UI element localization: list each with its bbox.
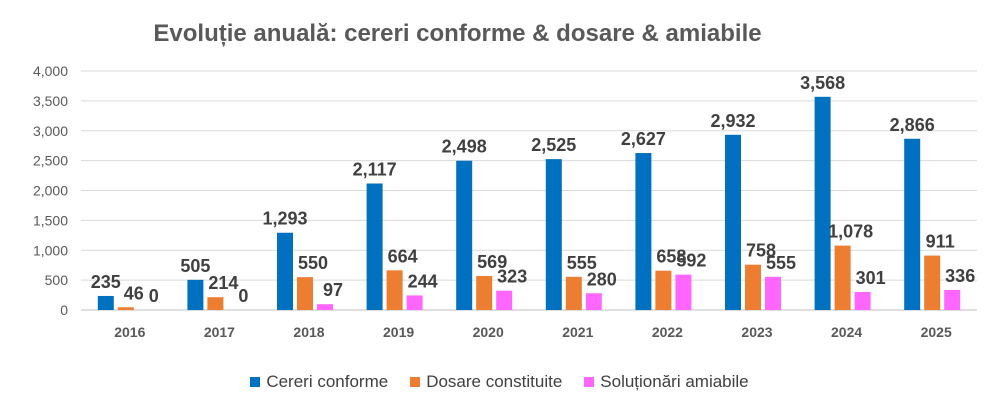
bar-cereri-conforme bbox=[904, 138, 921, 310]
bar-cereri-conforme bbox=[97, 295, 114, 310]
data-label: 2,117 bbox=[353, 160, 397, 180]
bar-dosare-constituite bbox=[117, 307, 134, 310]
y-tick-label: 2,500 bbox=[33, 153, 68, 169]
x-tick-label: 2019 bbox=[383, 324, 414, 340]
bar-dosare-constituite bbox=[834, 245, 851, 310]
data-label: 2,498 bbox=[442, 137, 487, 157]
data-label: 301 bbox=[856, 268, 886, 288]
x-tick-label: 2017 bbox=[204, 324, 235, 340]
legend-item: Dosare constituite bbox=[410, 372, 562, 392]
bar-solu-ion-ri-amiabile bbox=[675, 274, 692, 310]
data-label: 97 bbox=[323, 280, 343, 300]
legend-swatch bbox=[584, 377, 595, 387]
bar-dosare-constituite bbox=[745, 264, 761, 310]
legend-label: Dosare constituite bbox=[426, 372, 563, 391]
data-label: 1,293 bbox=[262, 209, 307, 229]
data-label: 2,866 bbox=[890, 115, 935, 135]
chart-title: Evoluție anuală: cereri conforme & dosar… bbox=[153, 20, 762, 47]
data-label: 280 bbox=[587, 269, 617, 289]
y-tick-label: 4,000 bbox=[33, 63, 68, 79]
x-tick-label: 2020 bbox=[473, 324, 504, 340]
data-label: 214 bbox=[208, 273, 238, 293]
data-label: 2,627 bbox=[621, 129, 666, 149]
bar-solu-ion-ri-amiabile bbox=[944, 289, 961, 310]
legend: Cereri conforme Dosare constituite Soluțio… bbox=[0, 372, 999, 392]
y-tick-label: 3,000 bbox=[33, 123, 68, 139]
x-tick-label: 2024 bbox=[831, 324, 862, 340]
data-label: 505 bbox=[180, 256, 210, 276]
data-label: 2,932 bbox=[710, 111, 755, 131]
bar-cereri-conforme bbox=[277, 232, 293, 310]
data-label: 555 bbox=[567, 253, 597, 273]
x-tick-label: 2025 bbox=[921, 324, 952, 340]
bar-cereri-conforme bbox=[725, 134, 741, 310]
bar-solu-ion-ri-amiabile bbox=[496, 290, 513, 310]
data-label: 569 bbox=[477, 252, 507, 272]
legend-swatch bbox=[250, 377, 261, 387]
data-label: 3,568 bbox=[800, 73, 845, 93]
bar-dosare-constituite bbox=[565, 276, 582, 310]
bar-cereri-conforme bbox=[456, 160, 473, 310]
data-label: 0 bbox=[149, 286, 159, 306]
data-label: 235 bbox=[91, 272, 121, 292]
bar-dosare-constituite bbox=[386, 270, 403, 310]
data-label: 658 bbox=[656, 247, 686, 267]
legend-swatch bbox=[410, 377, 421, 387]
bar-solu-ion-ri-amiabile bbox=[585, 293, 602, 310]
legend-item: Soluționări amiabile bbox=[584, 372, 749, 392]
y-tick-label: 3,500 bbox=[33, 93, 68, 109]
legend-item: Cereri conforme bbox=[250, 372, 388, 392]
bar-cereri-conforme bbox=[814, 96, 831, 310]
x-tick-label: 2016 bbox=[114, 324, 145, 340]
legend-label: Cereri conforme bbox=[266, 372, 389, 391]
data-label: 244 bbox=[408, 271, 438, 291]
bar-cereri-conforme bbox=[366, 183, 383, 310]
y-tick-label: 500 bbox=[45, 272, 69, 288]
bar-solu-ion-ri-amiabile bbox=[406, 295, 423, 310]
data-label: 758 bbox=[746, 241, 776, 261]
x-tick-label: 2023 bbox=[741, 324, 772, 340]
data-label: 1,078 bbox=[828, 222, 873, 242]
data-label: 46 bbox=[124, 283, 144, 303]
bar-solu-ion-ri-amiabile bbox=[765, 276, 781, 310]
bar-cereri-conforme bbox=[545, 159, 562, 310]
data-label: 323 bbox=[497, 267, 527, 287]
y-tick-label: 1,000 bbox=[33, 242, 68, 258]
data-label: 336 bbox=[945, 266, 975, 286]
data-label: 555 bbox=[766, 253, 796, 273]
data-label: 0 bbox=[238, 286, 248, 306]
data-label: 664 bbox=[388, 246, 418, 266]
bar-dosare-constituite bbox=[476, 276, 493, 310]
bar-cereri-conforme bbox=[635, 153, 652, 310]
x-tick-label: 2022 bbox=[652, 324, 683, 340]
data-label: 550 bbox=[298, 253, 328, 273]
x-tick-label: 2018 bbox=[293, 324, 324, 340]
x-tick-label: 2021 bbox=[562, 324, 593, 340]
data-label: 2,525 bbox=[531, 135, 576, 155]
bar-dosare-constituite bbox=[207, 297, 224, 310]
bar-dosare-constituite bbox=[297, 277, 313, 310]
y-tick-label: 2,000 bbox=[33, 183, 68, 199]
y-tick-label: 0 bbox=[60, 302, 68, 318]
data-label: 592 bbox=[676, 251, 706, 271]
data-label: 911 bbox=[926, 232, 955, 252]
y-tick-label: 1,500 bbox=[33, 212, 68, 228]
bar-solu-ion-ri-amiabile bbox=[854, 292, 871, 310]
bar-solu-ion-ri-amiabile bbox=[317, 304, 333, 310]
bar-cereri-conforme bbox=[187, 279, 204, 310]
bar-dosare-constituite bbox=[655, 270, 672, 310]
bar-dosare-constituite bbox=[924, 255, 941, 310]
legend-label: Soluționări amiabile bbox=[600, 372, 749, 391]
